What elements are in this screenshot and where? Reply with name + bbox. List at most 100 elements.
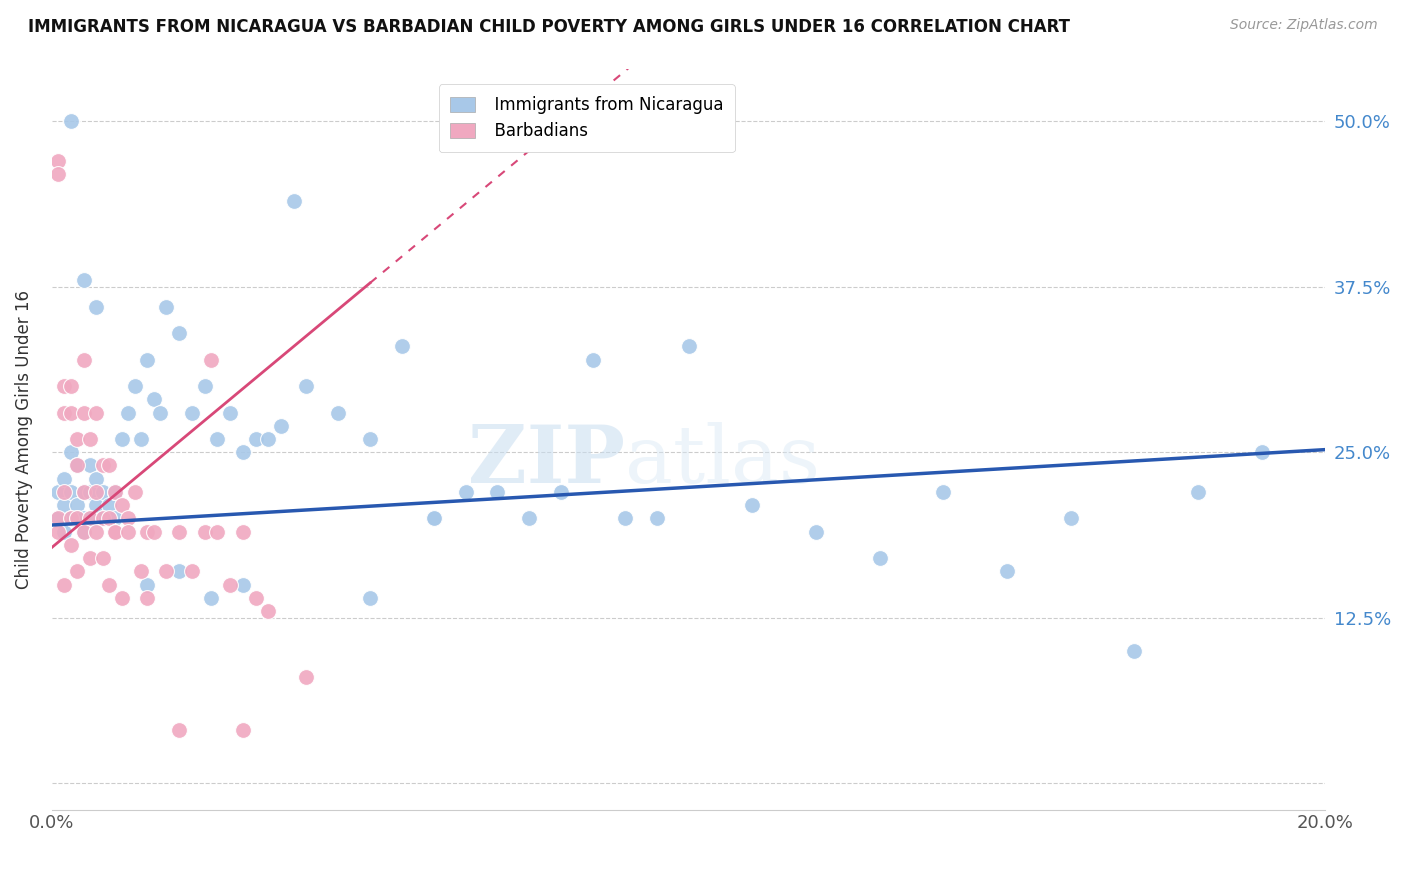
Text: 0.292: 0.292: [495, 136, 548, 153]
Point: [295, 379, 318, 393]
Legend:   Immigrants from Nicaragua,   Barbadians: Immigrants from Nicaragua, Barbadians: [439, 84, 735, 152]
Point: [91, 458, 114, 473]
Point: [1123, 644, 1146, 658]
Text: 74: 74: [596, 108, 619, 126]
Point: [86, 485, 108, 500]
Point: [86, 472, 108, 486]
Point: [1059, 511, 1081, 525]
Point: [72, 524, 94, 539]
Point: [582, 352, 605, 367]
Point: [66, 458, 89, 473]
Point: [59, 445, 82, 459]
Point: [104, 485, 127, 500]
Point: [53, 524, 76, 539]
Point: [86, 300, 108, 314]
Point: [129, 565, 152, 579]
Point: [155, 565, 177, 579]
Point: [111, 498, 134, 512]
Point: [117, 524, 139, 539]
Point: [111, 591, 134, 605]
Point: [454, 485, 477, 500]
Point: [149, 406, 172, 420]
Point: [66, 432, 89, 446]
Point: [245, 591, 267, 605]
Text: 57: 57: [596, 136, 619, 153]
Point: [104, 524, 127, 539]
Point: [98, 498, 121, 512]
Point: [59, 485, 82, 500]
Point: [79, 432, 101, 446]
Point: [72, 511, 94, 525]
Point: [59, 511, 82, 525]
Point: [1187, 485, 1209, 500]
Point: [136, 524, 159, 539]
Point: [869, 551, 891, 566]
Point: [98, 458, 121, 473]
Point: [804, 524, 827, 539]
Text: IMMIGRANTS FROM NICARAGUA VS BARBADIAN CHILD POVERTY AMONG GIRLS UNDER 16 CORREL: IMMIGRANTS FROM NICARAGUA VS BARBADIAN C…: [28, 18, 1070, 36]
Point: [72, 485, 94, 500]
Point: [79, 458, 101, 473]
Point: [104, 524, 127, 539]
Point: [136, 352, 159, 367]
Point: [194, 379, 217, 393]
Point: [86, 498, 108, 512]
Point: [232, 445, 254, 459]
Point: [270, 418, 292, 433]
Point: [423, 511, 446, 525]
Point: [517, 511, 540, 525]
Text: 0.110: 0.110: [495, 108, 547, 126]
Point: [72, 524, 94, 539]
Point: [86, 406, 108, 420]
Point: [142, 392, 165, 407]
Point: [72, 485, 94, 500]
Point: [741, 498, 763, 512]
Point: [207, 432, 229, 446]
Text: R =: R =: [453, 136, 489, 153]
Text: N =: N =: [548, 136, 596, 153]
Point: [66, 458, 89, 473]
Point: [245, 432, 267, 446]
Point: [167, 723, 190, 738]
Point: [486, 485, 509, 500]
Point: [142, 524, 165, 539]
Point: [91, 511, 114, 525]
Point: [129, 432, 152, 446]
Point: [180, 406, 202, 420]
Point: [283, 194, 305, 208]
Point: [91, 551, 114, 566]
Point: [194, 524, 217, 539]
Point: [167, 326, 190, 341]
Point: [91, 511, 114, 525]
Point: [66, 511, 89, 525]
Point: [257, 432, 280, 446]
Point: [155, 300, 177, 314]
Point: [932, 485, 955, 500]
Point: [72, 273, 94, 287]
Text: atlas: atlas: [624, 422, 820, 500]
Point: [46, 485, 69, 500]
Point: [550, 485, 572, 500]
Point: [200, 591, 222, 605]
Point: [79, 485, 101, 500]
Point: [613, 511, 636, 525]
Point: [207, 524, 229, 539]
Point: [104, 485, 127, 500]
Text: Source: ZipAtlas.com: Source: ZipAtlas.com: [1230, 18, 1378, 32]
Point: [91, 485, 114, 500]
Point: [359, 591, 381, 605]
Point: [72, 352, 94, 367]
Point: [645, 511, 668, 525]
Point: [46, 511, 69, 525]
Point: [66, 498, 89, 512]
Point: [59, 406, 82, 420]
Point: [232, 723, 254, 738]
Point: [232, 577, 254, 591]
Point: [46, 524, 69, 539]
Point: [200, 352, 222, 367]
Point: [46, 167, 69, 181]
Point: [124, 485, 146, 500]
Text: N =: N =: [548, 108, 596, 126]
Point: [1250, 445, 1272, 459]
Point: [79, 511, 101, 525]
